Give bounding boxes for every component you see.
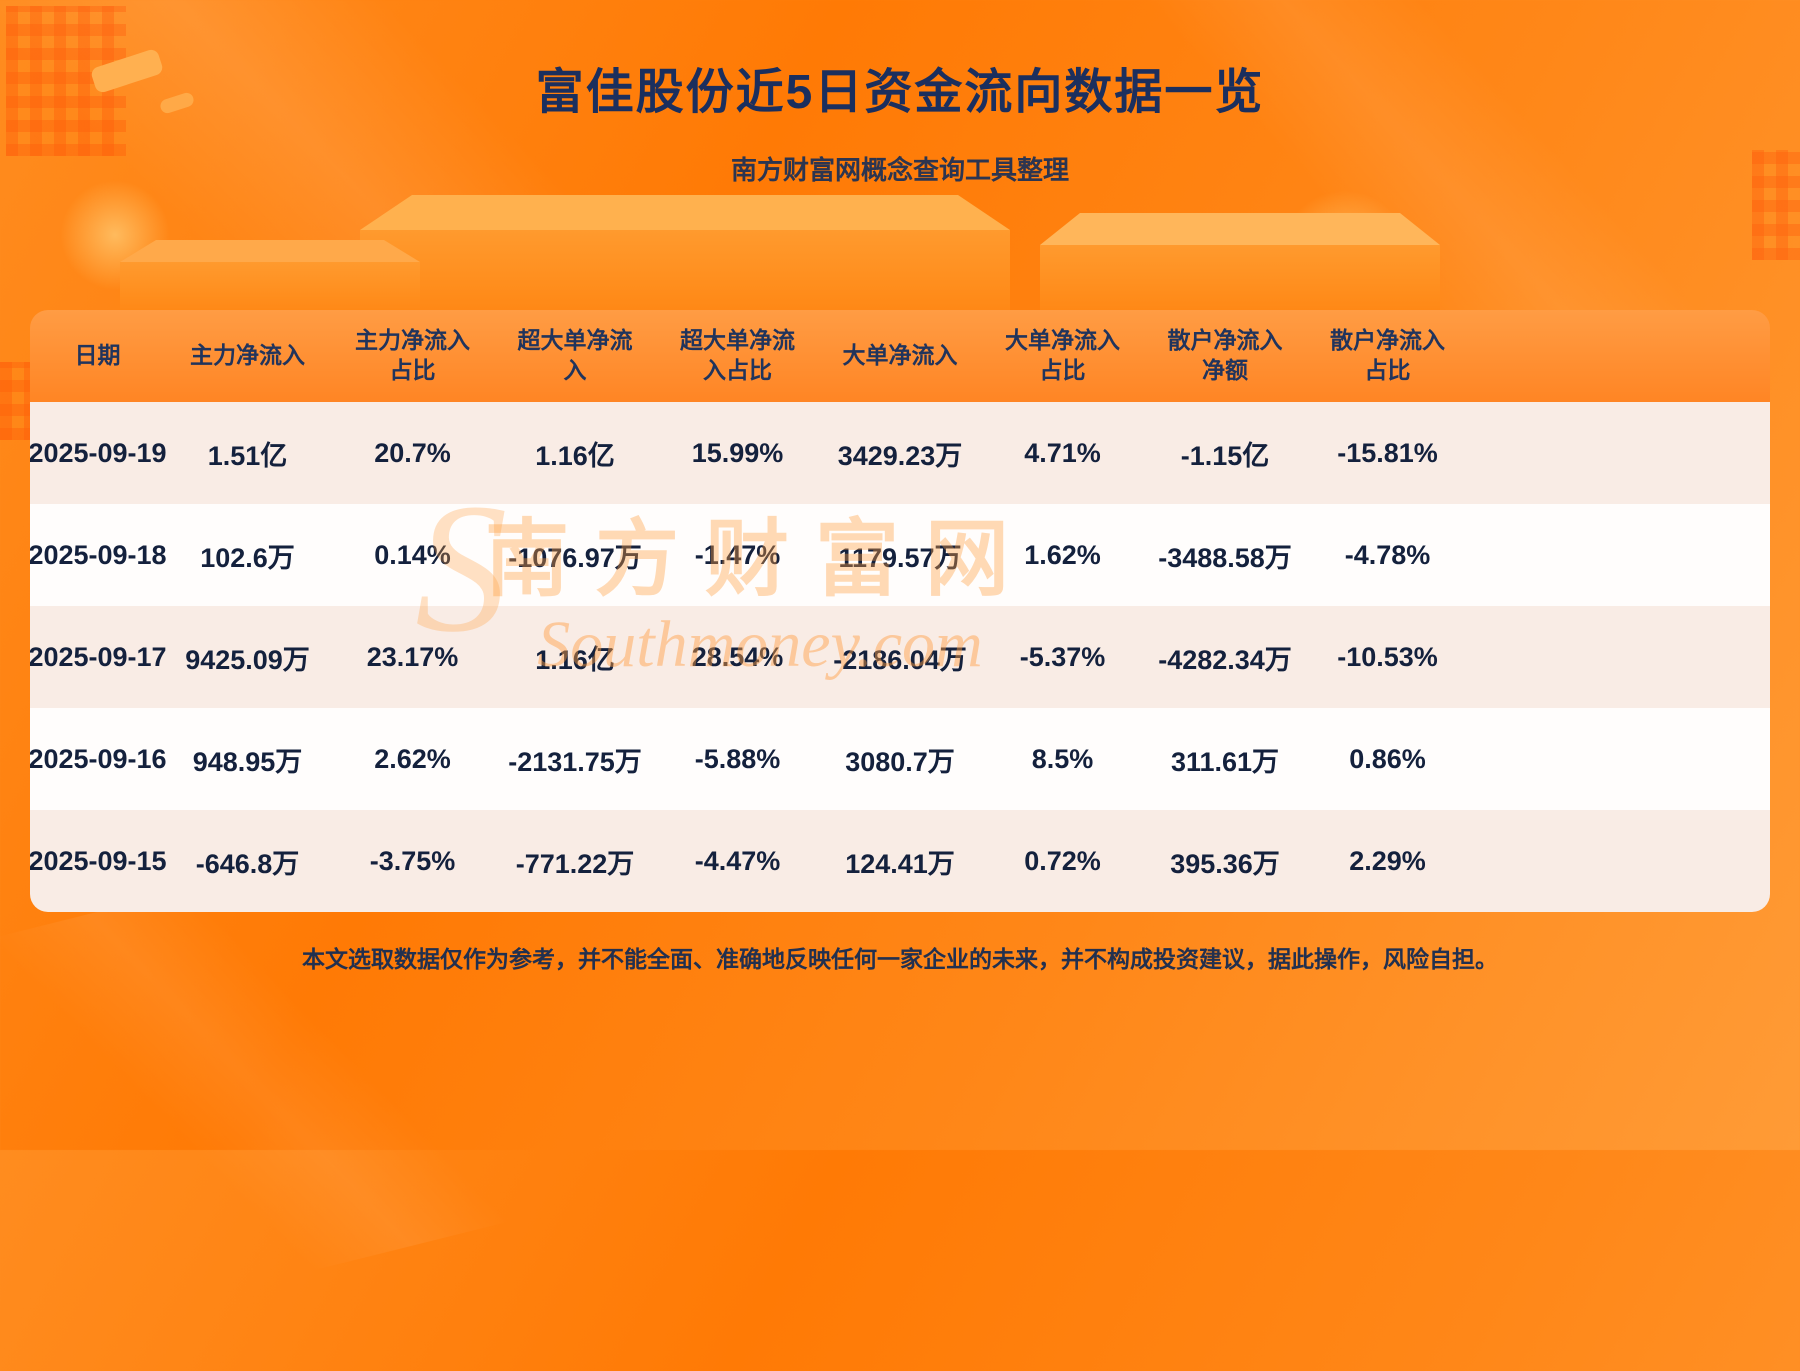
- table-row: 2025-09-16 948.95万 2.62% -2131.75万 -5.88% 308…: [30, 708, 1770, 810]
- value-cell: -4.78%: [1344, 539, 1431, 570]
- glow-spot: [60, 180, 170, 290]
- value-cell: -2186.04万: [833, 644, 967, 675]
- value-cell: 4.71%: [1024, 437, 1101, 468]
- date-cell: 2025-09-16: [30, 743, 167, 774]
- column-header: 主力净流入 占比: [355, 327, 470, 383]
- table-row: 2025-09-17 9425.09万 23.17% 1.16亿 28.54% -2186…: [30, 606, 1770, 708]
- value-cell: -5.88%: [694, 743, 781, 774]
- date-cell: 2025-09-18: [30, 539, 167, 570]
- value-cell: -1076.97万: [508, 542, 642, 573]
- value-cell: -2131.75万: [508, 746, 642, 777]
- column-header: 散户净流入 净额: [1167, 327, 1283, 383]
- value-cell: -15.81%: [1337, 437, 1438, 468]
- podium-graphic-top: [360, 195, 1010, 230]
- value-cell: 2.29%: [1349, 845, 1426, 876]
- value-cell: 3429.23万: [837, 440, 963, 471]
- podium-graphic-front: [120, 262, 420, 315]
- date-cell: 2025-09-17: [30, 641, 167, 672]
- value-cell: -10.53%: [1337, 641, 1438, 672]
- column-header: 超大单净流 入占比: [680, 327, 795, 383]
- value-cell: 28.54%: [691, 641, 784, 672]
- table-row: 2025-09-19 1.51亿 20.7% 1.16亿 15.99% 3429.23万 4…: [30, 402, 1770, 504]
- column-header: 超大单净流 入: [517, 327, 633, 383]
- value-cell: 102.6万: [200, 542, 295, 573]
- value-cell: -4.47%: [694, 845, 781, 876]
- value-cell: 948.95万: [192, 746, 303, 777]
- podium-graphic-top: [120, 240, 420, 262]
- value-cell: -4282.34万: [1158, 644, 1292, 675]
- value-cell: 124.41万: [845, 848, 955, 879]
- table-row: 2025-09-18 102.6万 0.14% -1076.97万 -1.47% 1179…: [30, 504, 1770, 606]
- value-cell: -646.8万: [195, 848, 300, 879]
- value-cell: 1.62%: [1024, 539, 1101, 570]
- value-cell: -3.75%: [369, 845, 456, 876]
- value-cell: 15.99%: [691, 437, 784, 468]
- value-cell: -1.15亿: [1180, 440, 1270, 471]
- table-header-row: 日期 主力净流入 主力净流入 占比 超大单净流 入超大单净流 入占比 大单净流入 大单净流…: [30, 310, 1770, 402]
- column-header: 大单净流入: [842, 342, 958, 369]
- date-cell: 2025-09-19: [30, 437, 167, 468]
- podium-graphic-front: [360, 230, 1010, 315]
- table-body: 2025-09-19 1.51亿 20.7% 1.16亿 15.99% 3429.23万 4…: [30, 402, 1770, 912]
- value-cell: 23.17%: [366, 641, 459, 672]
- podium-graphic-top: [1040, 213, 1440, 245]
- value-cell: 20.7%: [374, 437, 451, 468]
- column-header: 大单净流入 占比: [1005, 327, 1120, 383]
- page-title: 富佳股份近5日资金流向数据一览: [535, 66, 1265, 119]
- value-cell: -1.47%: [694, 539, 781, 570]
- value-cell: -3488.58万: [1158, 542, 1292, 573]
- value-cell: 311.61万: [1170, 746, 1280, 777]
- disclaimer-text: 本文选取数据仅作为参考，并不能全面、准确地反映任何一家企业的未来，并不构成投资建…: [302, 946, 1498, 972]
- value-cell: 395.36万: [1170, 848, 1280, 879]
- value-cell: 0.86%: [1349, 743, 1426, 774]
- value-cell: 1.16亿: [535, 440, 615, 471]
- value-cell: -771.22万: [515, 848, 635, 879]
- value-cell: 0.14%: [374, 539, 451, 570]
- glow-spot: [1280, 190, 1410, 320]
- date-cell: 2025-09-15: [30, 845, 167, 876]
- value-cell: 1.16亿: [535, 644, 615, 675]
- value-cell: 1179.57万: [838, 542, 962, 573]
- value-cell: 0.72%: [1024, 845, 1101, 876]
- table-row: 2025-09-15 -646.8万 -3.75% -771.22万 -4.47% 124…: [30, 810, 1770, 912]
- column-header: 主力净流入: [190, 342, 305, 369]
- column-header: 日期: [74, 342, 121, 369]
- value-cell: 2.62%: [374, 743, 451, 774]
- value-cell: 8.5%: [1031, 743, 1094, 774]
- value-cell: -5.37%: [1019, 641, 1106, 672]
- page-subtitle: 南方财富网概念查询工具整理: [730, 155, 1069, 185]
- column-header: 散户净流入 占比: [1330, 327, 1445, 383]
- podium-graphic-front: [1040, 245, 1440, 315]
- value-cell: 3080.7万: [845, 746, 955, 777]
- fund-flow-table: 日期 主力净流入 主力净流入 占比 超大单净流 入超大单净流 入占比 大单净流入 大单净流…: [30, 310, 1770, 912]
- value-cell: 9425.09万: [185, 644, 310, 675]
- value-cell: 1.51亿: [207, 440, 288, 471]
